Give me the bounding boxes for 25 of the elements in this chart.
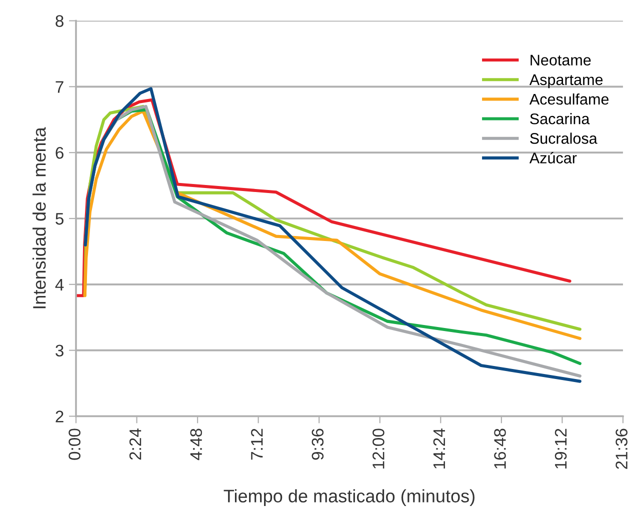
x-tick-label: 12:00 bbox=[372, 428, 384, 468]
y-tick-label: 5 bbox=[56, 213, 64, 225]
legend-label: Azúcar bbox=[529, 152, 577, 164]
legend-label: Sucralosa bbox=[530, 132, 598, 144]
y-tick-label: 4 bbox=[55, 278, 64, 290]
x-tick-label: 4:48 bbox=[190, 428, 202, 460]
x-tick-label: 21:36 bbox=[616, 428, 628, 469]
x-tick-label: 16:48 bbox=[494, 428, 506, 468]
x-tick-label: 0:00 bbox=[68, 428, 80, 460]
y-tick-label: 7 bbox=[56, 81, 64, 93]
x-axis-title: Tiempo de masticado (minutos) bbox=[224, 489, 474, 506]
y-tick-label: 2 bbox=[56, 410, 64, 422]
legend-label: Acesulfame bbox=[529, 93, 609, 105]
legend-label: Neotame bbox=[530, 54, 591, 66]
x-tick-label: 14:24 bbox=[433, 428, 445, 468]
legend-label: Aspartame bbox=[529, 74, 603, 88]
x-tick-label: 19:12 bbox=[554, 428, 567, 468]
x-tick-label: 7:12 bbox=[250, 428, 263, 460]
x-tick-label: 9:36 bbox=[312, 428, 324, 460]
legend-label: Sacarina bbox=[530, 113, 590, 124]
y-tick-label: 8 bbox=[56, 15, 64, 27]
y-axis-title: Intensidad de la menta bbox=[32, 127, 46, 308]
x-tick-label: 2:24 bbox=[129, 428, 142, 460]
y-tick-label: 3 bbox=[56, 344, 64, 357]
y-tick-label: 6 bbox=[56, 146, 64, 159]
